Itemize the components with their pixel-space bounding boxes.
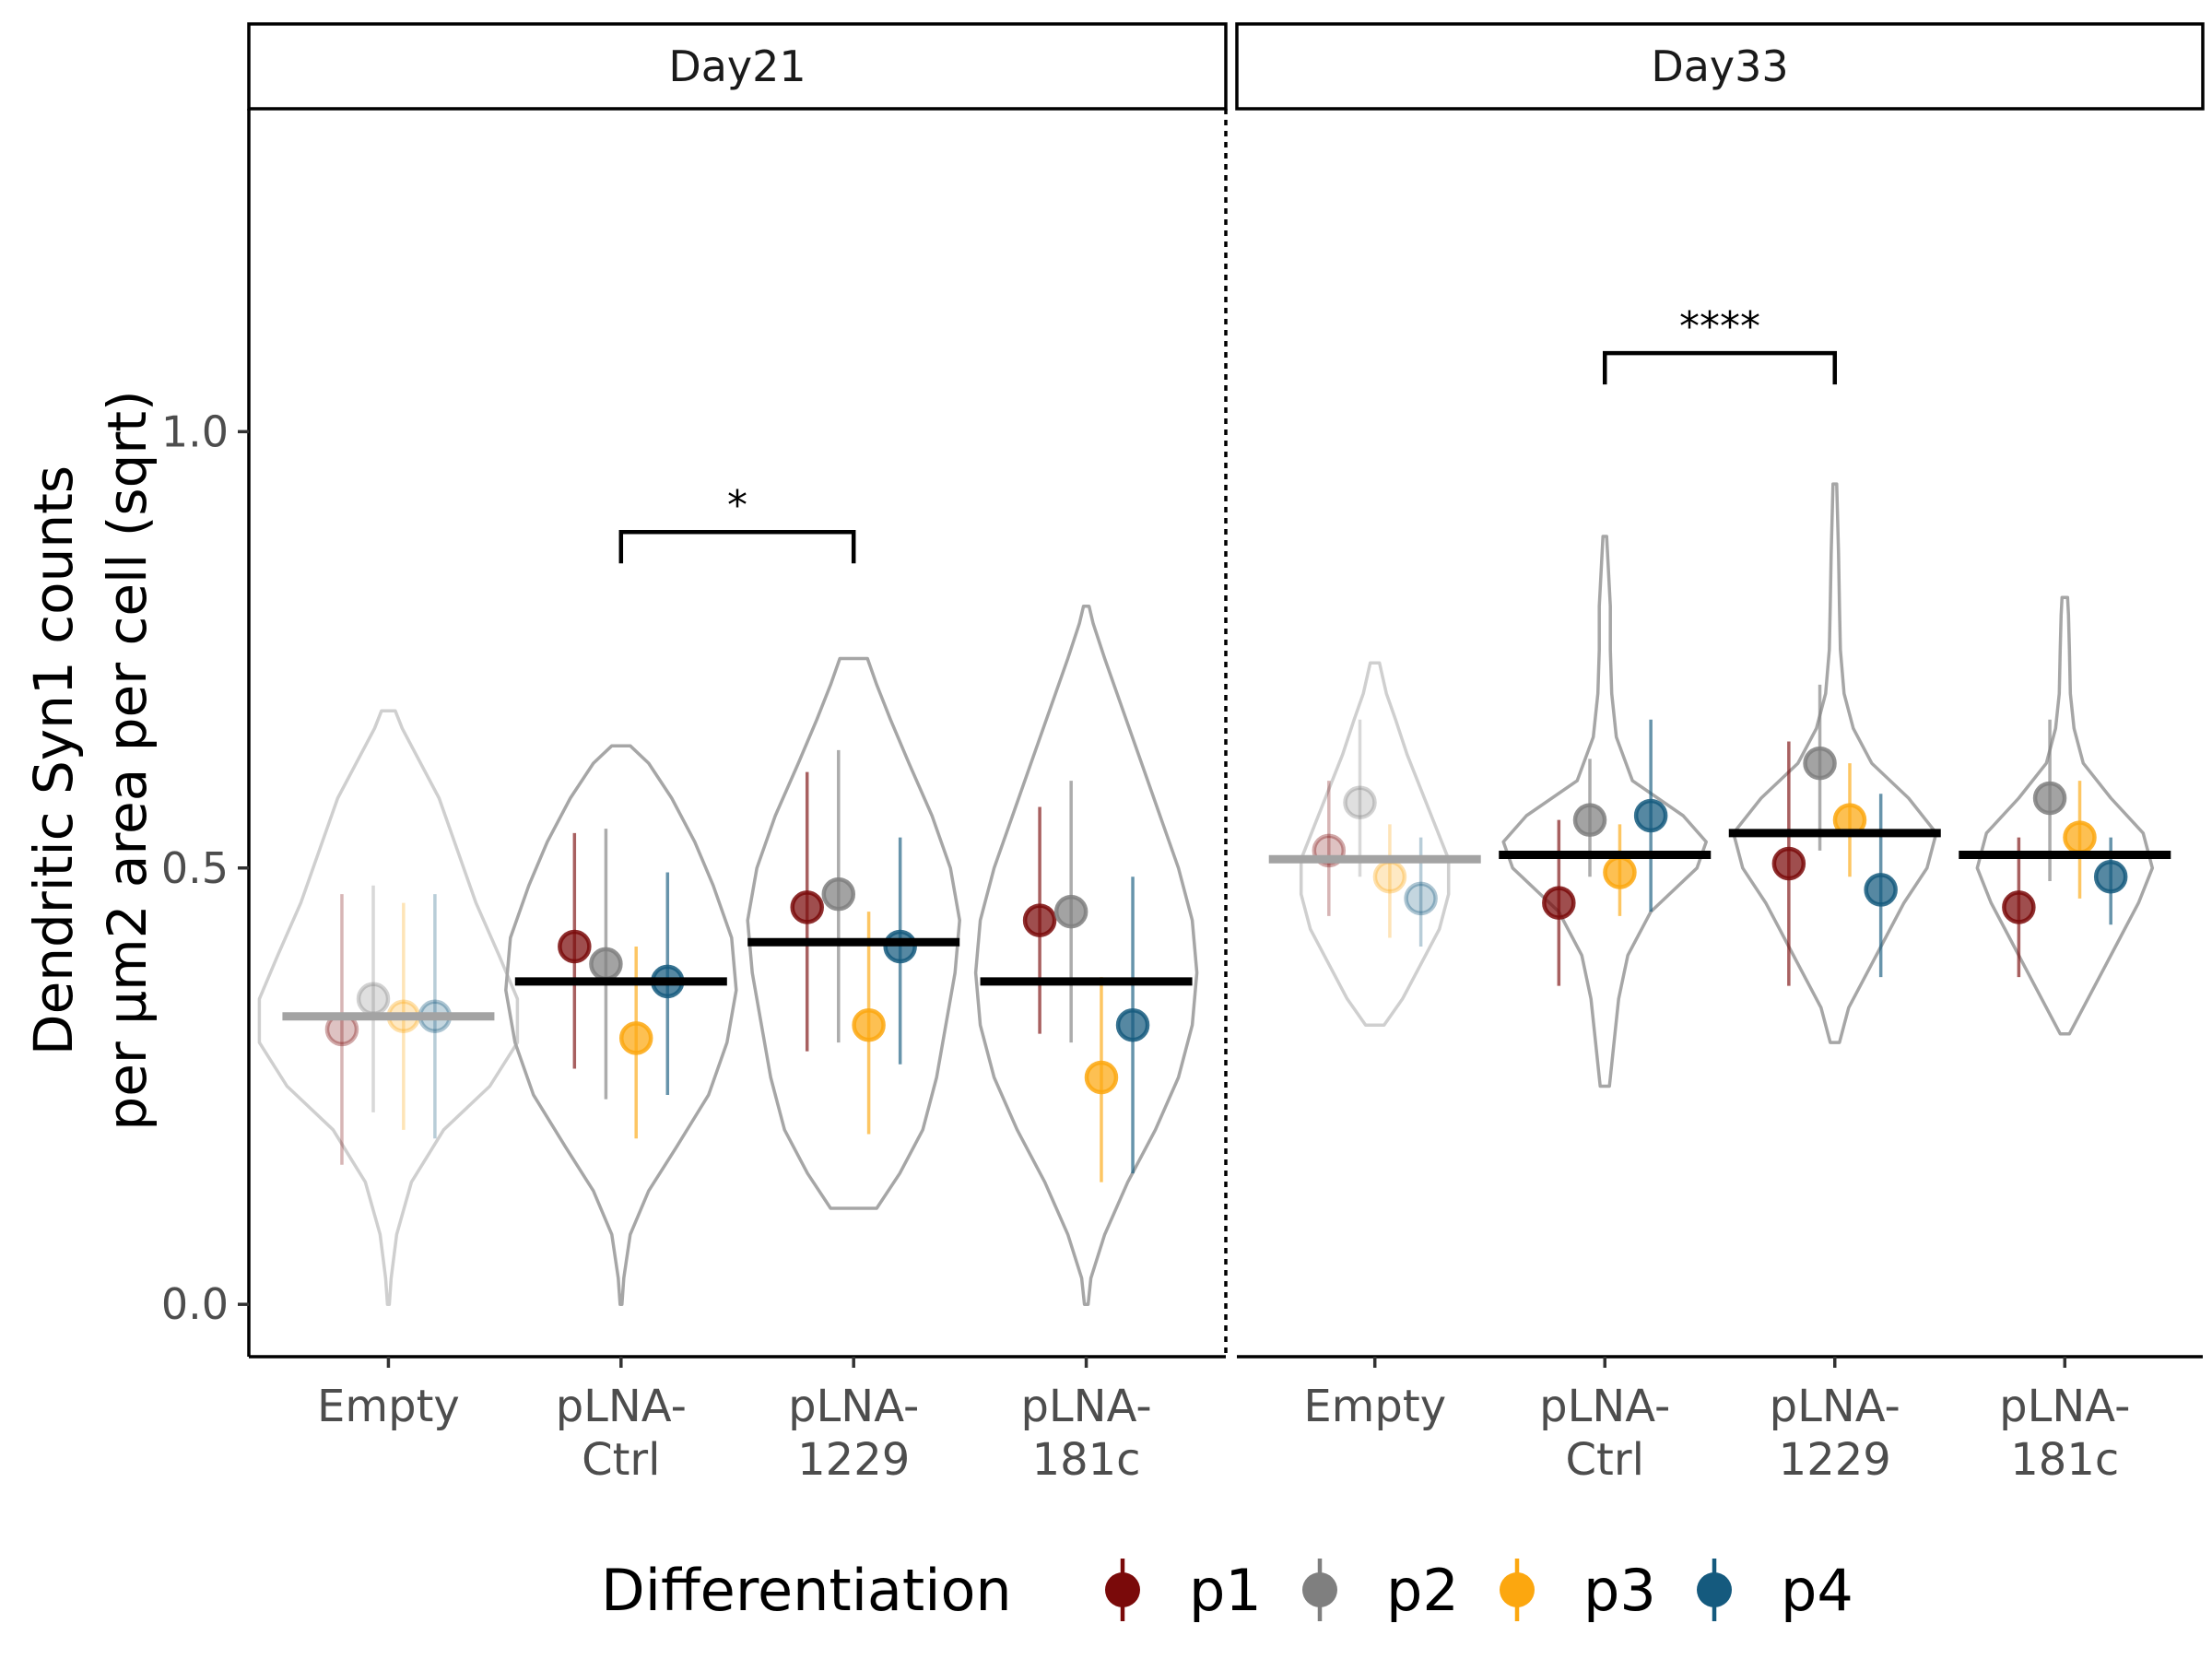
- y-tick-label: 0.5: [161, 843, 229, 893]
- point-p3: [618, 1021, 653, 1055]
- legend-key-point: [1500, 1572, 1535, 1607]
- point-p2: [1343, 785, 1377, 819]
- point-p2: [1053, 894, 1088, 929]
- point-p2: [821, 877, 856, 912]
- y-tick-label: 1.0: [161, 406, 229, 456]
- group-plna-181c: pLNA-181c: [973, 604, 1199, 1486]
- point-p1: [790, 890, 824, 924]
- x-tick-label: 181c: [1032, 1434, 1141, 1486]
- point-p2: [1803, 746, 1837, 781]
- point-p1: [558, 929, 592, 964]
- point-p2: [356, 982, 391, 1017]
- legend-label: p3: [1583, 1557, 1656, 1624]
- violin: [1732, 482, 1938, 1044]
- strip-box: [1235, 22, 2205, 111]
- violin: [973, 604, 1199, 1306]
- x-tick-label: Empty: [1303, 1381, 1446, 1432]
- point-p2: [1572, 803, 1607, 837]
- significance-bracket: ****: [1602, 303, 1838, 385]
- point-p3: [1084, 1060, 1119, 1095]
- point-p2: [589, 947, 623, 982]
- violin: [257, 709, 520, 1306]
- group-empty: Empty: [1268, 661, 1481, 1432]
- legend-key-point: [1302, 1572, 1337, 1607]
- x-tick-label: 181c: [2010, 1434, 2119, 1486]
- violin: [1975, 595, 2155, 1036]
- group-plna-ctrl: pLNA-Ctrl: [1499, 535, 1712, 1486]
- legend-title: Differentiation: [601, 1557, 1012, 1624]
- significance-label: *: [727, 482, 747, 529]
- point-p1: [1022, 903, 1057, 937]
- point-p3: [2063, 820, 2097, 854]
- x-tick-label: pLNA-: [1770, 1381, 1900, 1432]
- x-tick-label: pLNA-: [788, 1381, 919, 1432]
- legend: Differentiation p1 p2 p3 p4: [601, 1557, 1853, 1624]
- legend-item-p3: p3: [1500, 1557, 1656, 1624]
- y-tick-label: 0.0: [161, 1279, 229, 1329]
- legend-item-p1: p1: [1105, 1557, 1262, 1624]
- point-p1: [1542, 886, 1576, 920]
- group-plna-181c: pLNA-181c: [1959, 595, 2171, 1486]
- point-p4: [2093, 859, 2128, 894]
- bracket-line: [1602, 350, 1838, 385]
- x-tick-label: Empty: [317, 1381, 460, 1432]
- point-p4: [883, 929, 917, 964]
- point-p1: [1771, 846, 1806, 881]
- group-empty: Empty: [257, 709, 520, 1432]
- point-p3: [1372, 859, 1407, 894]
- point-p3: [852, 1007, 886, 1042]
- legend-item-p4: p4: [1697, 1557, 1853, 1624]
- x-tick-label: 1229: [1779, 1434, 1891, 1486]
- y-axis: 0.0 0.5 1.0 Dendritic Syn1 counts per µm2 ar…: [22, 390, 249, 1329]
- strip-box: [247, 22, 1228, 111]
- legend-label: p2: [1386, 1557, 1459, 1624]
- group-plna-1229: pLNA-1229: [1728, 482, 1941, 1486]
- legend-label: p4: [1781, 1557, 1853, 1624]
- violin: [504, 744, 738, 1306]
- x-tick-label: Ctrl: [582, 1434, 660, 1486]
- bracket-line: [618, 529, 856, 564]
- point-p3: [1603, 855, 1637, 889]
- legend-label: p1: [1189, 1557, 1262, 1624]
- point-p4: [1864, 873, 1898, 907]
- strip-label: Day33: [1651, 41, 1788, 91]
- violin: [1299, 661, 1451, 1027]
- legend-item-p2: p2: [1302, 1557, 1459, 1624]
- group-plna-ctrl: pLNA-Ctrl: [504, 744, 738, 1486]
- significance-bracket: *: [618, 482, 856, 564]
- x-tick-label: Ctrl: [1566, 1434, 1644, 1486]
- strip-label: Day21: [668, 41, 806, 91]
- group-plna-1229: pLNA-1229: [746, 656, 961, 1486]
- y-axis-title: per µm2 area per cell (sqrt): [96, 390, 159, 1130]
- point-p4: [1404, 881, 1438, 916]
- point-p4: [1115, 1007, 1150, 1042]
- legend-key-point: [1105, 1572, 1140, 1607]
- x-tick-label: pLNA-: [556, 1381, 687, 1432]
- legend-key-point: [1697, 1572, 1732, 1607]
- y-axis-title: Dendritic Syn1 counts: [22, 465, 85, 1055]
- x-tick-label: pLNA-: [1539, 1381, 1670, 1432]
- x-tick-label: 1229: [797, 1434, 910, 1486]
- violin: [1501, 535, 1708, 1088]
- x-tick-label: pLNA-: [1999, 1381, 2130, 1432]
- significance-label: ****: [1679, 303, 1760, 350]
- x-tick-label: pLNA-: [1020, 1381, 1151, 1432]
- point-p1: [2002, 890, 2036, 924]
- point-p2: [2032, 781, 2067, 816]
- violin: [746, 656, 961, 1210]
- point-p4: [1633, 798, 1668, 833]
